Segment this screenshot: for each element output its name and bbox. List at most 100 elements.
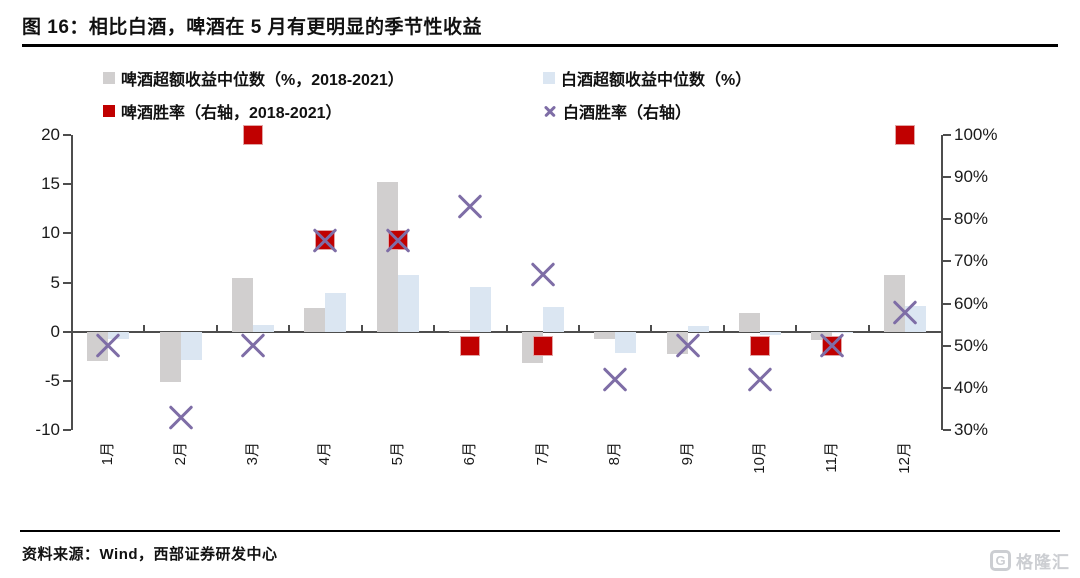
right-axis-tick-label: 100% xyxy=(954,125,998,144)
right-axis-tick xyxy=(943,134,951,136)
bar-beer-excess xyxy=(159,331,181,382)
marker-beer-winrate xyxy=(749,335,770,356)
left-axis-tick-label: 5 xyxy=(50,272,60,292)
right-axis-tick xyxy=(943,302,951,305)
right-axis-tick-label: 40% xyxy=(954,377,989,397)
bar-beer-excess xyxy=(376,182,398,332)
right-axis-tick xyxy=(943,344,951,347)
right-axis-tick xyxy=(943,386,951,389)
source-divider xyxy=(20,530,1060,532)
x-axis-month-label: 11月 xyxy=(823,442,841,473)
marker-beer-winrate xyxy=(460,335,481,356)
legend-item-beer-winrate: 啤酒胜率（右轴，2018-2021） xyxy=(103,99,342,123)
x-axis-month-label: 3月 xyxy=(244,442,262,466)
x-axis-month-label: 7月 xyxy=(533,442,551,466)
x-axis-tick xyxy=(505,324,508,332)
right-axis-tick-label: 30% xyxy=(954,420,989,439)
bar-baijiu-excess xyxy=(253,324,275,332)
bar-baijiu-excess xyxy=(397,274,419,332)
legend-item-baijiu-excess: 白酒超额收益中位数（%） xyxy=(543,66,751,90)
bar-baijiu-excess xyxy=(470,287,492,332)
left-axis-tick xyxy=(63,134,71,136)
gelonghui-logo-icon: G xyxy=(990,550,1011,571)
marker-baijiu-winrate xyxy=(890,297,920,327)
x-axis-tick xyxy=(867,324,870,332)
marker-baijiu-winrate xyxy=(528,259,558,289)
legend-label: 啤酒胜率（右轴，2018-2021） xyxy=(121,105,342,122)
right-axis-tick xyxy=(943,176,951,179)
source-note: 资料来源：Wind，西部证券研发中心 xyxy=(22,546,278,563)
x-axis-tick xyxy=(722,324,725,332)
left-axis-tick xyxy=(63,429,71,431)
left-axis-tick-label: 20 xyxy=(41,125,60,144)
x-axis-tick xyxy=(433,324,436,332)
x-axis-month-label: 1月 xyxy=(99,442,117,466)
legend-label: 白酒超额收益中位数（%） xyxy=(561,72,752,89)
right-axis-line xyxy=(941,135,943,430)
marker-baijiu-winrate xyxy=(383,225,413,255)
bar-baijiu-excess xyxy=(759,331,781,335)
right-axis-tick-label: 70% xyxy=(954,251,989,271)
marker-baijiu-winrate xyxy=(93,331,123,361)
marker-beer-winrate xyxy=(894,125,915,145)
x-axis-tick xyxy=(795,324,798,332)
marker-beer-winrate xyxy=(243,125,264,145)
x-axis-tick xyxy=(650,324,653,332)
right-axis-tick xyxy=(943,429,951,431)
left-axis-tick-label: -10 xyxy=(35,420,60,439)
x-axis-tick xyxy=(143,324,146,332)
right-axis-tick xyxy=(943,218,951,221)
x-axis-month-label: 12月 xyxy=(895,442,913,474)
legend-label: 白酒胜率（右轴） xyxy=(563,105,692,122)
figure-title: 图 16：相比白酒，啤酒在 5 月有更明显的季节性收益 xyxy=(22,17,483,38)
x-axis-month-label: 5月 xyxy=(388,442,406,466)
bar-beer-excess xyxy=(449,329,471,332)
legend-item-beer-excess: 啤酒超额收益中位数（%，2018-2021） xyxy=(103,66,404,90)
x-axis-month-label: 6月 xyxy=(461,442,479,466)
right-axis-tick-label: 50% xyxy=(954,335,989,355)
marker-baijiu-winrate xyxy=(455,192,485,222)
gelonghui-logo: G 格隆汇 xyxy=(990,548,1070,573)
beer-winrate-swatch-icon xyxy=(103,105,115,117)
baijiu-winrate-x-icon xyxy=(543,104,557,118)
bar-beer-excess xyxy=(594,331,616,339)
x-axis-tick xyxy=(360,324,363,332)
left-axis-tick xyxy=(63,330,71,333)
marker-baijiu-winrate xyxy=(745,364,775,394)
x-axis-tick xyxy=(215,324,218,332)
x-axis-month-label: 9月 xyxy=(678,442,696,466)
x-axis-month-label: 4月 xyxy=(316,442,334,466)
left-axis-tick xyxy=(63,379,71,382)
right-axis-tick-label: 90% xyxy=(954,167,989,187)
legend-item-baijiu-winrate: 白酒胜率（右轴） xyxy=(543,99,691,123)
x-axis-tick xyxy=(288,324,291,332)
title-divider xyxy=(22,44,1058,47)
bar-beer-excess xyxy=(738,312,760,332)
bar-beer-excess xyxy=(304,308,326,332)
right-axis-tick-label: 60% xyxy=(954,293,989,313)
left-axis-tick-label: 10 xyxy=(41,223,60,243)
x-axis-month-label: 10月 xyxy=(750,442,768,474)
left-axis-tick-label: 15 xyxy=(41,174,60,194)
right-axis-tick-label: 80% xyxy=(954,209,989,229)
left-axis-tick-label: 0 xyxy=(50,321,60,341)
bar-baijiu-excess xyxy=(180,331,202,361)
left-axis-tick xyxy=(63,232,71,235)
beer-excess-swatch-icon xyxy=(103,72,115,84)
bar-beer-excess xyxy=(232,277,254,332)
left-axis-tick xyxy=(63,281,71,284)
bar-baijiu-excess xyxy=(542,307,564,332)
marker-baijiu-winrate xyxy=(310,225,340,255)
right-axis-tick xyxy=(943,260,951,263)
baijiu-excess-swatch-icon xyxy=(543,72,555,84)
legend-label: 啤酒超额收益中位数（%，2018-2021） xyxy=(121,72,404,89)
marker-baijiu-winrate xyxy=(600,364,630,394)
left-axis-tick-label: -5 xyxy=(44,370,60,390)
bar-baijiu-excess xyxy=(615,331,637,354)
marker-baijiu-winrate xyxy=(817,331,847,361)
bar-baijiu-excess xyxy=(687,325,709,332)
left-axis-line xyxy=(71,135,73,430)
x-axis-tick xyxy=(577,324,580,332)
zero-line xyxy=(71,330,943,333)
